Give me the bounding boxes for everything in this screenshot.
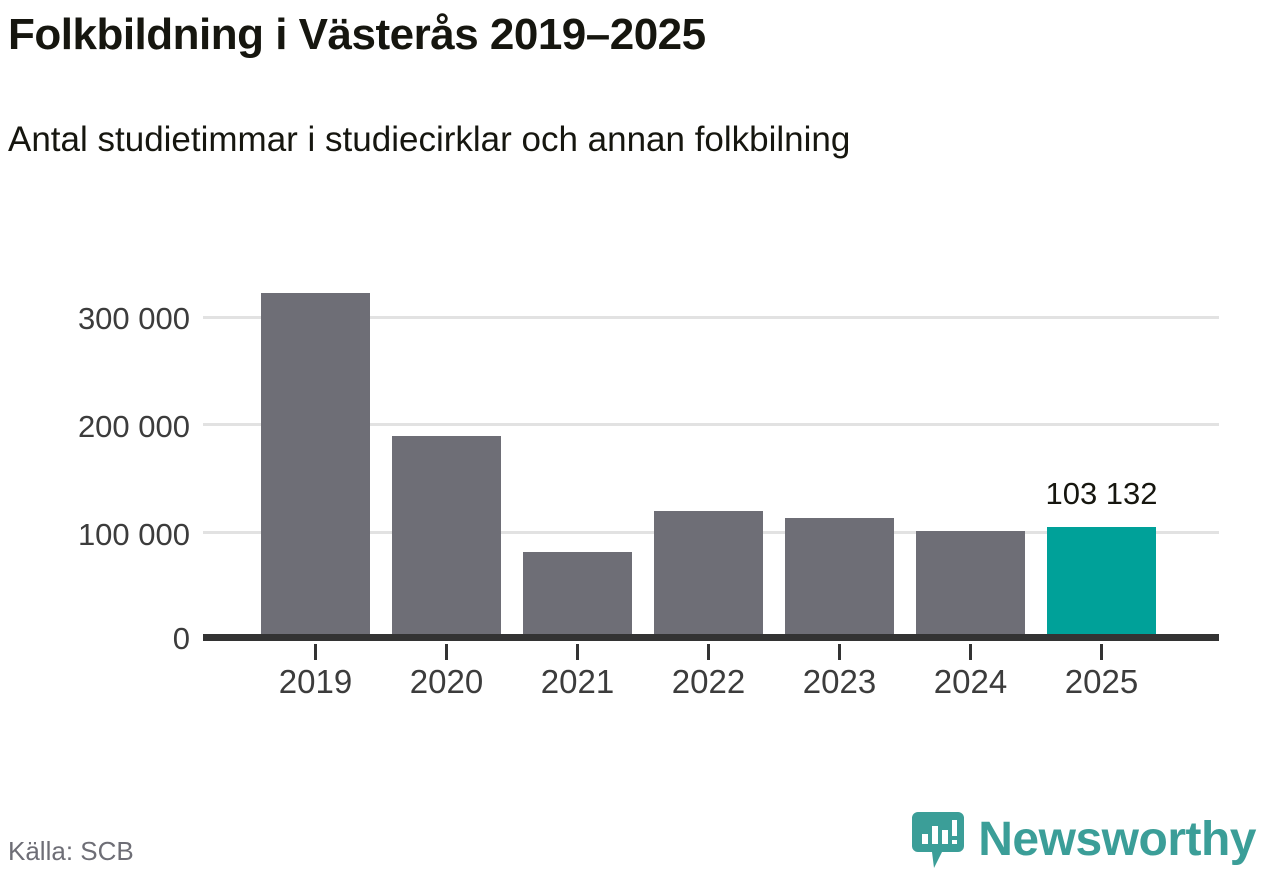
y-axis-tick-label-200000: 200 000 bbox=[77, 409, 190, 444]
bar-value-label-2025: 103 132 bbox=[1045, 476, 1158, 511]
bar-2021[interactable] bbox=[523, 552, 632, 637]
bar-2020[interactable] bbox=[392, 436, 501, 637]
bar-2025[interactable] bbox=[1047, 527, 1156, 637]
x-axis-tick-2023 bbox=[838, 644, 841, 660]
source-note: Källa: SCB bbox=[8, 836, 134, 866]
y-axis-tick-label-0: 0 bbox=[172, 621, 190, 656]
x-axis-label-2019: 2019 bbox=[278, 663, 353, 700]
bar-chart-speech-bubble-icon bbox=[912, 812, 965, 868]
x-axis-tick-2021 bbox=[576, 644, 579, 660]
x-axis-tick-2022 bbox=[707, 644, 710, 660]
x-axis-tick-2019 bbox=[314, 644, 317, 660]
newsworthy-logo: Newsworthy bbox=[912, 812, 1256, 868]
x-axis-tick-2024 bbox=[969, 644, 972, 660]
x-axis-label-2023: 2023 bbox=[802, 663, 877, 700]
x-axis-label-2022: 2022 bbox=[671, 663, 746, 700]
bar-2019[interactable] bbox=[261, 293, 370, 637]
chart-footer: Källa: SCB Newsworthy bbox=[0, 800, 1262, 879]
bar-2024[interactable] bbox=[916, 531, 1025, 637]
x-axis-line bbox=[203, 634, 1219, 641]
x-axis-tick-2020 bbox=[445, 644, 448, 660]
gridline-200000 bbox=[203, 423, 1219, 426]
chart-header: Folkbildning i Västerås 2019–2025 Antal … bbox=[8, 8, 1254, 162]
page-title: Folkbildning i Västerås 2019–2025 bbox=[8, 10, 706, 59]
x-axis-label-2021: 2021 bbox=[540, 663, 615, 700]
bar-2022[interactable] bbox=[654, 511, 763, 637]
x-axis-tick-2025 bbox=[1100, 644, 1103, 660]
chart-subtitle: Antal studietimmar i studiecirklar och a… bbox=[8, 120, 851, 159]
x-axis-label-2025: 2025 bbox=[1064, 663, 1139, 700]
bar-2023[interactable] bbox=[785, 518, 894, 637]
newsworthy-wordmark: Newsworthy bbox=[978, 813, 1256, 866]
gridline-300000 bbox=[203, 316, 1219, 319]
y-axis-tick-label-300000: 300 000 bbox=[77, 301, 190, 336]
y-axis-tick-label-100000: 100 000 bbox=[77, 517, 190, 552]
x-axis-label-2020: 2020 bbox=[409, 663, 484, 700]
x-axis-label-2024: 2024 bbox=[933, 663, 1008, 700]
